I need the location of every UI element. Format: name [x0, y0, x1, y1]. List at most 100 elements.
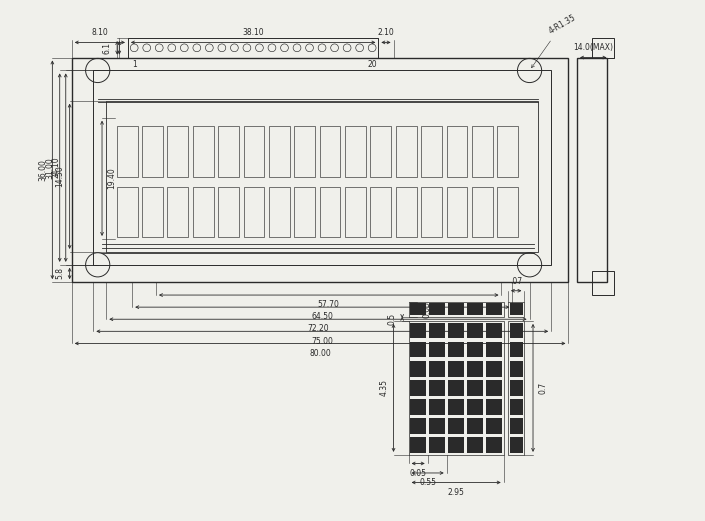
- Text: 19.40: 19.40: [107, 167, 116, 189]
- Bar: [497, 127, 518, 177]
- Bar: [72, 57, 568, 282]
- Text: .07: .07: [510, 277, 522, 286]
- Bar: [448, 303, 464, 315]
- Bar: [467, 361, 483, 377]
- Bar: [467, 399, 483, 415]
- Text: 1: 1: [132, 60, 137, 69]
- Text: 38.10: 38.10: [243, 28, 264, 37]
- Bar: [429, 438, 445, 453]
- Text: 75.00: 75.00: [312, 337, 333, 345]
- Bar: [429, 399, 445, 415]
- Bar: [486, 342, 502, 357]
- Text: 80.00: 80.00: [309, 349, 331, 357]
- Bar: [467, 438, 483, 453]
- Bar: [429, 361, 445, 377]
- Bar: [117, 127, 137, 177]
- Bar: [410, 418, 426, 434]
- Bar: [410, 438, 426, 453]
- Text: 0.05: 0.05: [410, 469, 427, 478]
- Bar: [472, 127, 493, 177]
- Bar: [510, 342, 522, 357]
- Bar: [467, 322, 483, 338]
- Text: 14.0(MAX): 14.0(MAX): [573, 43, 613, 52]
- Bar: [409, 302, 503, 317]
- Bar: [510, 399, 522, 415]
- Bar: [592, 38, 614, 57]
- Text: 24.10: 24.10: [51, 157, 61, 179]
- Bar: [410, 361, 426, 377]
- Text: 8.10: 8.10: [92, 28, 109, 37]
- Bar: [467, 342, 483, 357]
- Bar: [294, 187, 315, 237]
- Bar: [421, 127, 442, 177]
- Bar: [168, 127, 188, 177]
- Bar: [193, 127, 214, 177]
- Bar: [486, 399, 502, 415]
- Bar: [410, 399, 426, 415]
- Bar: [448, 342, 464, 357]
- Bar: [510, 303, 522, 315]
- Bar: [370, 187, 391, 237]
- Bar: [508, 302, 525, 317]
- Text: 0.5: 0.5: [388, 313, 397, 325]
- Text: 36.00: 36.00: [38, 159, 47, 181]
- Bar: [448, 399, 464, 415]
- Bar: [409, 321, 503, 455]
- Bar: [117, 187, 137, 237]
- Text: 2.10: 2.10: [378, 28, 394, 37]
- Bar: [142, 187, 163, 237]
- Bar: [467, 380, 483, 396]
- Bar: [410, 303, 426, 315]
- Bar: [467, 303, 483, 315]
- Bar: [269, 127, 290, 177]
- Bar: [592, 271, 614, 295]
- Text: 14.50: 14.50: [56, 165, 64, 187]
- Text: 5.8: 5.8: [56, 267, 64, 279]
- Bar: [319, 187, 341, 237]
- Text: 0.05: 0.05: [422, 301, 431, 318]
- Text: 4.35: 4.35: [379, 379, 388, 396]
- Bar: [510, 361, 522, 377]
- Bar: [421, 187, 442, 237]
- Text: 0.7: 0.7: [538, 382, 547, 394]
- Bar: [410, 322, 426, 338]
- Bar: [429, 342, 445, 357]
- Bar: [510, 438, 522, 453]
- Text: 4-R1.35: 4-R1.35: [532, 13, 577, 68]
- Bar: [467, 418, 483, 434]
- Bar: [448, 361, 464, 377]
- Bar: [486, 303, 502, 315]
- Bar: [510, 380, 522, 396]
- Bar: [508, 321, 525, 455]
- Bar: [448, 418, 464, 434]
- Bar: [106, 101, 538, 252]
- Bar: [429, 380, 445, 396]
- Bar: [128, 38, 379, 57]
- Bar: [345, 187, 366, 237]
- Bar: [269, 187, 290, 237]
- Bar: [448, 438, 464, 453]
- Text: 0.55: 0.55: [419, 478, 436, 487]
- Text: 64.50: 64.50: [312, 312, 333, 321]
- Bar: [486, 322, 502, 338]
- Bar: [429, 322, 445, 338]
- Bar: [218, 187, 239, 237]
- Text: 57.70: 57.70: [318, 300, 340, 309]
- Bar: [410, 380, 426, 396]
- Bar: [243, 187, 264, 237]
- Text: 31.00: 31.00: [46, 157, 54, 179]
- Bar: [429, 418, 445, 434]
- Text: 72.20: 72.20: [307, 325, 329, 333]
- Bar: [168, 187, 188, 237]
- Bar: [396, 127, 417, 177]
- Bar: [448, 380, 464, 396]
- Bar: [396, 187, 417, 237]
- Bar: [448, 322, 464, 338]
- Bar: [193, 187, 214, 237]
- Text: 2.95: 2.95: [448, 488, 465, 497]
- Bar: [370, 127, 391, 177]
- Bar: [345, 127, 366, 177]
- Bar: [410, 342, 426, 357]
- Bar: [429, 303, 445, 315]
- Bar: [486, 361, 502, 377]
